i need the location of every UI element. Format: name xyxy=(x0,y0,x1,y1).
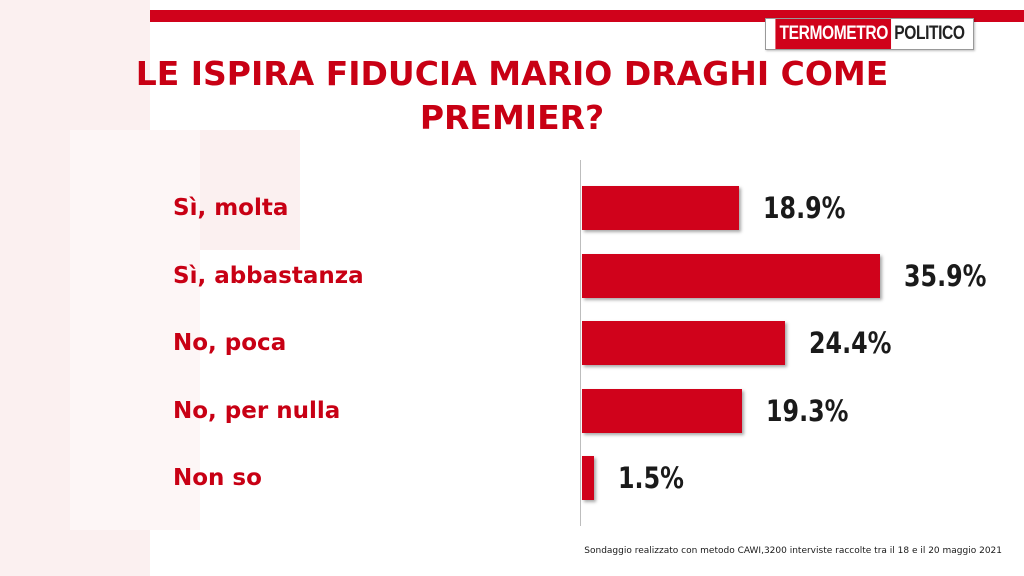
y-axis-line xyxy=(580,160,581,526)
bar xyxy=(582,456,595,500)
bar xyxy=(582,321,785,365)
survey-footnote: Sondaggio realizzato con metodo CAWI,320… xyxy=(584,546,1002,556)
logo-text-termometro: TERMOMETRO xyxy=(775,19,892,49)
chart-title: LE ISPIRA FIDUCIA MARIO DRAGHI COME PREM… xyxy=(135,54,889,137)
category-label: Sì, abbastanza xyxy=(173,262,364,289)
data-label: 18.9% xyxy=(762,191,846,225)
bar xyxy=(582,186,739,230)
logo-text-politico: POLITICO xyxy=(894,23,966,44)
termometro-politico-logo: TERMOMETRO POLITICO xyxy=(765,18,974,50)
category-label: No, poca xyxy=(173,330,287,356)
bar xyxy=(582,253,880,298)
category-label: Non so xyxy=(173,465,262,491)
data-label: 19.3% xyxy=(766,393,849,428)
data-label: 35.9% xyxy=(904,258,987,293)
bar xyxy=(582,388,743,433)
category-label: Sì, molta xyxy=(173,195,289,221)
category-label: No, per nulla xyxy=(173,397,341,424)
watermark-logo xyxy=(0,0,300,576)
data-label: 1.5% xyxy=(618,461,685,495)
data-label: 24.4% xyxy=(808,326,892,360)
